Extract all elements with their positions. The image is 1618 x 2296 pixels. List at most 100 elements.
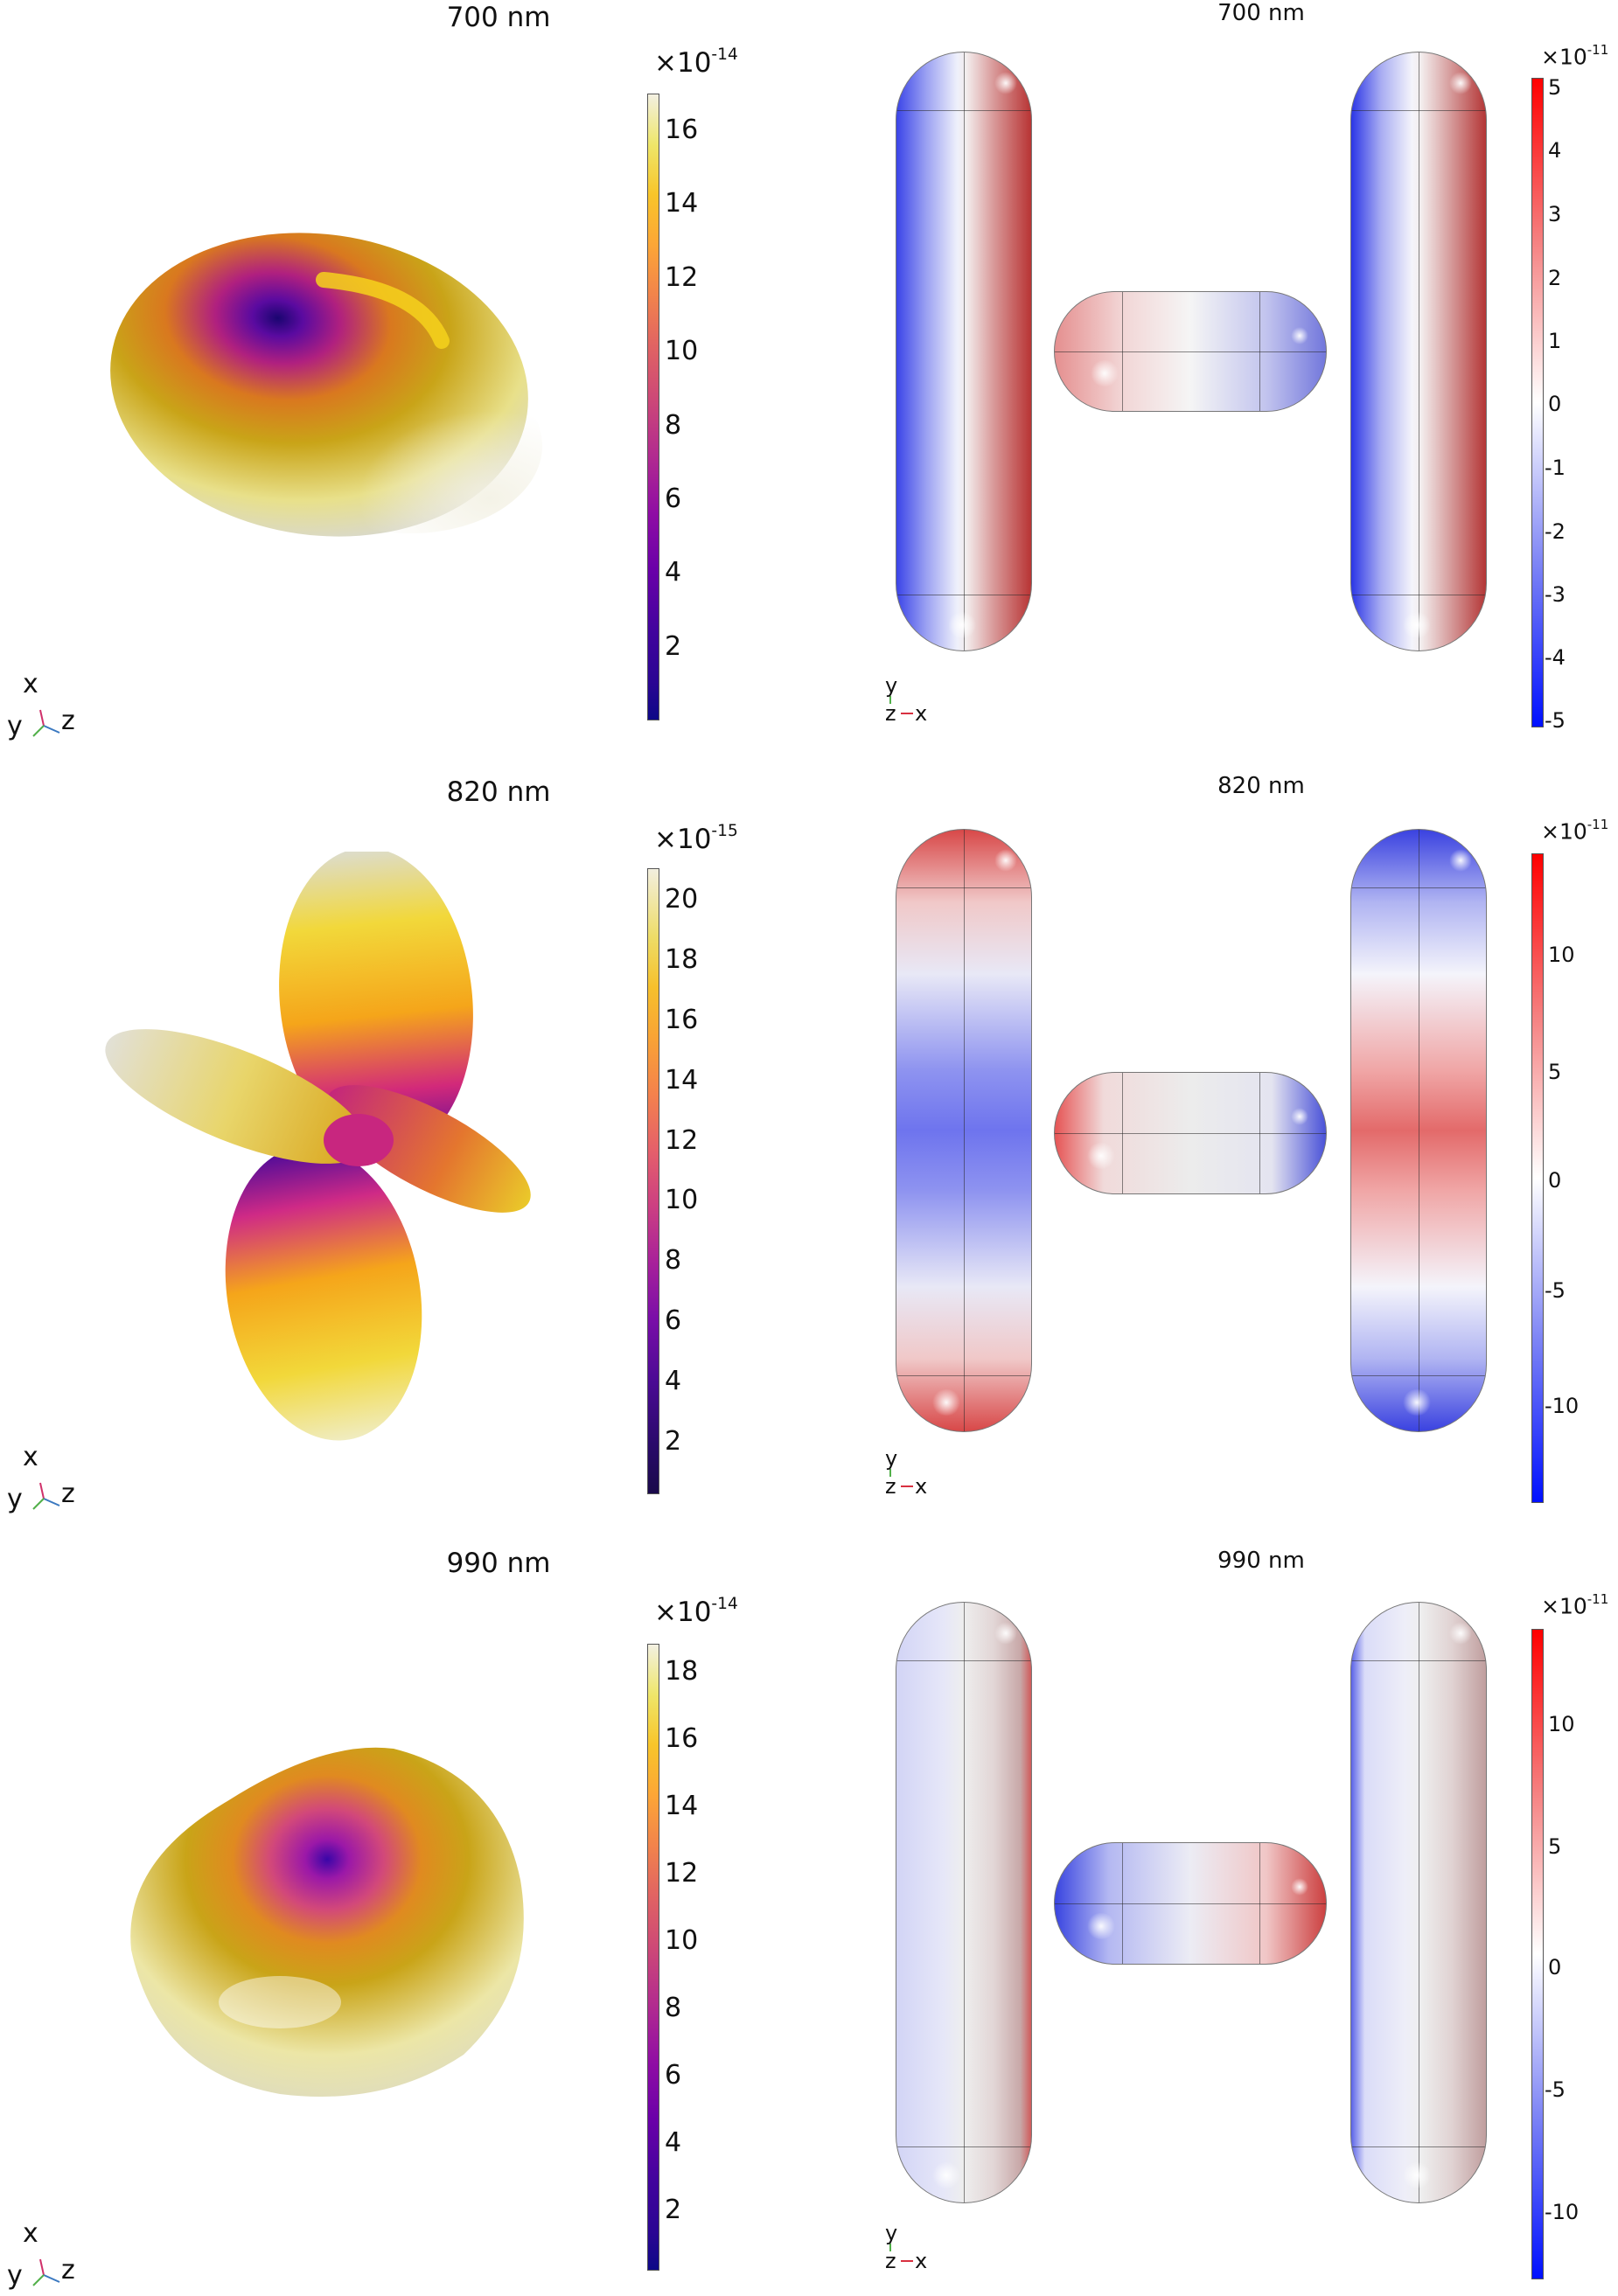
nanorod-right <box>1350 52 1487 651</box>
colorbar-tick: -10 <box>1545 2200 1580 2224</box>
colorbar-tick: 10 <box>665 1925 699 1956</box>
axes-indicator-2d: y z x <box>883 673 953 726</box>
colorbar-tick: 10 <box>1548 1712 1575 1736</box>
colorbar-tick: 14 <box>665 188 699 219</box>
colorbar-tick: 3 <box>1548 202 1562 226</box>
colorbar-tick: 12 <box>665 1858 699 1889</box>
far-field-pattern-820nm <box>105 852 531 1441</box>
colorbar-tick: -5 <box>1545 708 1566 733</box>
colorbar-tick: 10 <box>665 336 699 366</box>
nanorod-left <box>896 52 1032 651</box>
nanorod-middle <box>1054 1072 1327 1194</box>
colorbar-tick: 0 <box>1548 1955 1562 1979</box>
colorbar-tick: 5 <box>1548 1834 1562 1859</box>
colorbar-tick: -1 <box>1545 456 1566 480</box>
colorbar-tick: 6 <box>665 1305 682 1336</box>
colorbar-exponent: ×10-14 <box>654 45 738 79</box>
colorbar-tick: 12 <box>665 1125 699 1156</box>
axes-indicator: x y z <box>7 664 103 743</box>
far-field-colorbar <box>647 1644 659 2271</box>
far-field-title: 990 nm <box>446 1548 551 1579</box>
axis-y-label: y <box>7 1484 23 1514</box>
row-700nm: 700 nm x y <box>0 0 1618 747</box>
axis-x-label: x <box>23 669 38 699</box>
colorbar-tick: 16 <box>665 115 699 145</box>
colorbar-tick: 2 <box>665 631 682 662</box>
colorbar-tick: 18 <box>665 944 699 975</box>
far-field-title: 820 nm <box>446 776 551 808</box>
colorbar-tick: 4 <box>665 1366 682 1396</box>
colorbar-tick: 20 <box>665 884 699 915</box>
axis-x-label: x <box>915 1474 928 1499</box>
nanorod-middle <box>1054 291 1327 412</box>
colorbar-tick: 8 <box>665 1993 682 2023</box>
surface-charge-title: 820 nm <box>1217 773 1305 799</box>
nanorod-middle <box>1054 1842 1327 1965</box>
far-field-colorbar <box>647 868 659 1494</box>
colorbar-tick: 2 <box>665 1426 682 1457</box>
axis-z-label: z <box>885 701 896 726</box>
colorbar-tick: -5 <box>1545 2077 1566 2102</box>
axis-y-label: y <box>885 1446 898 1471</box>
nanorod-right <box>1350 829 1487 1432</box>
surface-charge-colorbar <box>1531 78 1544 727</box>
axis-x-label: x <box>915 701 928 726</box>
colorbar-tick: 8 <box>665 1245 682 1276</box>
colorbar-tick: 6 <box>665 484 682 514</box>
colorbar-exponent: ×10-15 <box>654 822 738 855</box>
colorbar-tick: -4 <box>1545 645 1566 670</box>
colorbar-tick: 10 <box>665 1185 699 1215</box>
colorbar-tick: 4 <box>665 2127 682 2158</box>
axes-indicator-2d: y z x <box>883 1446 953 1499</box>
surface-charge-colorbar <box>1531 853 1544 1503</box>
colorbar-tick: 16 <box>665 1723 699 1754</box>
row-820nm: 820 nm <box>0 773 1618 1542</box>
colorbar-exponent: ×10-14 <box>654 1595 738 1628</box>
far-field-colorbar <box>647 94 659 720</box>
surface-charge-title: 700 nm <box>1217 0 1305 26</box>
axis-y-label: y <box>885 673 898 698</box>
axis-z-label: z <box>885 2249 896 2273</box>
nanorod-left <box>896 1602 1032 2203</box>
colorbar-tick: 4 <box>1548 138 1562 163</box>
colorbar-tick: 18 <box>665 1656 699 1687</box>
colorbar-tick: 5 <box>1548 75 1562 100</box>
colorbar-tick: 1 <box>1548 329 1562 353</box>
colorbar-tick: 5 <box>1548 1060 1562 1084</box>
row-990nm: 990 nm x y z ×10-14 18 16 14 12 <box>0 1548 1618 2296</box>
nanorod-left <box>896 829 1032 1432</box>
colorbar-tick: -10 <box>1545 1394 1580 1418</box>
axis-y-label: y <box>885 2221 898 2245</box>
far-field-pattern-990nm <box>130 1747 524 2097</box>
colorbar-tick: -5 <box>1545 1278 1566 1303</box>
far-field-title: 700 nm <box>446 2 551 33</box>
colorbar-tick: 2 <box>665 2195 682 2225</box>
colorbar-tick: 2 <box>1548 266 1562 290</box>
colorbar-tick: 8 <box>665 410 682 441</box>
colorbar-tick: 0 <box>1548 1168 1562 1193</box>
axes-indicator-2d: y z x <box>883 2221 953 2273</box>
colorbar-exponent: ×10-11 <box>1541 1591 1609 1619</box>
axis-z-label: z <box>61 2255 75 2286</box>
axis-y-label: y <box>7 711 23 741</box>
colorbar-exponent: ×10-11 <box>1541 817 1609 845</box>
colorbar-tick: 14 <box>665 1065 699 1096</box>
colorbar-tick: 12 <box>665 262 699 293</box>
colorbar-tick: 4 <box>665 557 682 588</box>
colorbar-tick: -3 <box>1545 582 1566 607</box>
axis-z-label: z <box>61 706 75 736</box>
axis-x-label: x <box>915 2249 928 2273</box>
nanorod-right <box>1350 1602 1487 2203</box>
surface-charge-title: 990 nm <box>1217 1548 1305 1574</box>
colorbar-tick: 10 <box>1548 943 1575 967</box>
colorbar-tick: 16 <box>665 1005 699 1035</box>
surface-charge-colorbar <box>1531 1629 1544 2279</box>
axis-x-label: x <box>23 1442 38 1472</box>
colorbar-tick: 6 <box>665 2060 682 2091</box>
colorbar-tick: 0 <box>1548 392 1562 416</box>
axes-indicator: x y z <box>7 1437 103 1516</box>
axis-z-label: z <box>885 1474 896 1499</box>
colorbar-tick: -2 <box>1545 519 1566 544</box>
axis-z-label: z <box>61 1478 75 1509</box>
axis-y-label: y <box>7 2260 23 2291</box>
